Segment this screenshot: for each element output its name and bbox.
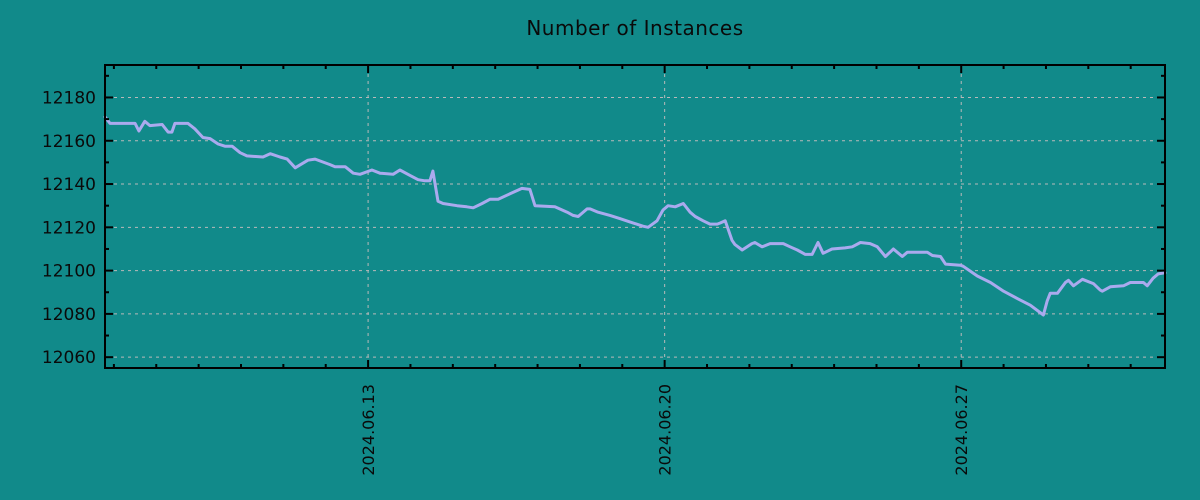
- gridlines: [107, 67, 1163, 366]
- y-axis-labels: 12060 12080 12100 12120 12140 12160 12180: [42, 88, 96, 368]
- axis-ticks: [105, 65, 1165, 368]
- y-tick-label: 12180: [42, 88, 96, 108]
- series-line-instances: [103, 115, 1167, 317]
- y-tick-label: 12120: [42, 218, 96, 238]
- y-tick-label: 12140: [42, 175, 96, 195]
- x-tick-label: 2024.06.27: [952, 384, 971, 476]
- x-tick-label: 2024.06.20: [656, 384, 675, 476]
- y-tick-label: 12060: [42, 348, 96, 368]
- plot-border: [104, 64, 1166, 369]
- y-tick-label: 12100: [42, 262, 96, 282]
- x-axis-labels: 2024.06.13 2024.06.20 2024.06.27: [359, 384, 971, 476]
- x-tick-label: 2024.06.13: [359, 384, 378, 476]
- chart-title: Number of Instances: [526, 16, 744, 40]
- y-tick-label: 12160: [42, 132, 96, 152]
- y-tick-label: 12080: [42, 305, 96, 325]
